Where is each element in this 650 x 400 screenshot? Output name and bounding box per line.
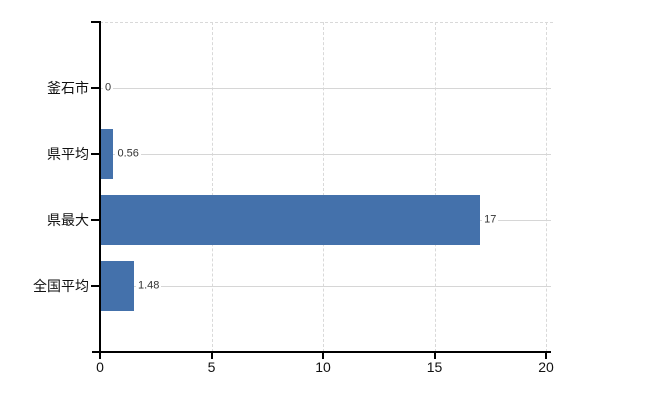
y-axis-line: [99, 21, 101, 358]
x-axis-line: [92, 351, 551, 353]
category-label: 釜石市: [47, 80, 89, 96]
category-label: 県平均: [47, 146, 89, 162]
chart-bar: [101, 195, 481, 245]
y-axis-tick: [91, 21, 99, 23]
x-tick-label: 10: [315, 359, 331, 375]
vertical-gridline: [211, 22, 213, 352]
category-gridline: [100, 88, 551, 89]
vertical-gridline: [323, 22, 324, 352]
category-label: 全国平均: [33, 278, 89, 294]
y-axis-tick: [91, 153, 99, 155]
x-tick-label: 5: [207, 359, 216, 375]
x-axis-tick: [210, 353, 213, 359]
x-axis-tick: [545, 353, 547, 359]
vertical-gridline: [434, 22, 436, 352]
x-tick-label: 20: [538, 359, 554, 375]
value-label: 1.48: [136, 279, 162, 293]
vertical-gridline: [546, 22, 547, 352]
category-label: 県最大: [47, 212, 89, 228]
x-axis-tick: [433, 353, 436, 359]
value-label: 0.56: [115, 147, 141, 161]
x-axis-tick: [322, 353, 324, 359]
y-axis-tick: [91, 285, 99, 287]
chart-bar: [101, 261, 134, 311]
value-label: 0: [103, 81, 114, 95]
x-axis-tick: [99, 353, 101, 359]
chart-bar: [101, 129, 114, 179]
value-label: 17: [482, 213, 499, 227]
category-gridline: [100, 286, 551, 287]
y-axis-tick: [91, 87, 99, 89]
x-tick-label: 15: [426, 359, 443, 375]
y-axis-tick: [91, 219, 99, 221]
category-gridline: [100, 154, 551, 155]
x-tick-label: 0: [96, 359, 104, 375]
plot-top-gridline: [100, 22, 553, 23]
